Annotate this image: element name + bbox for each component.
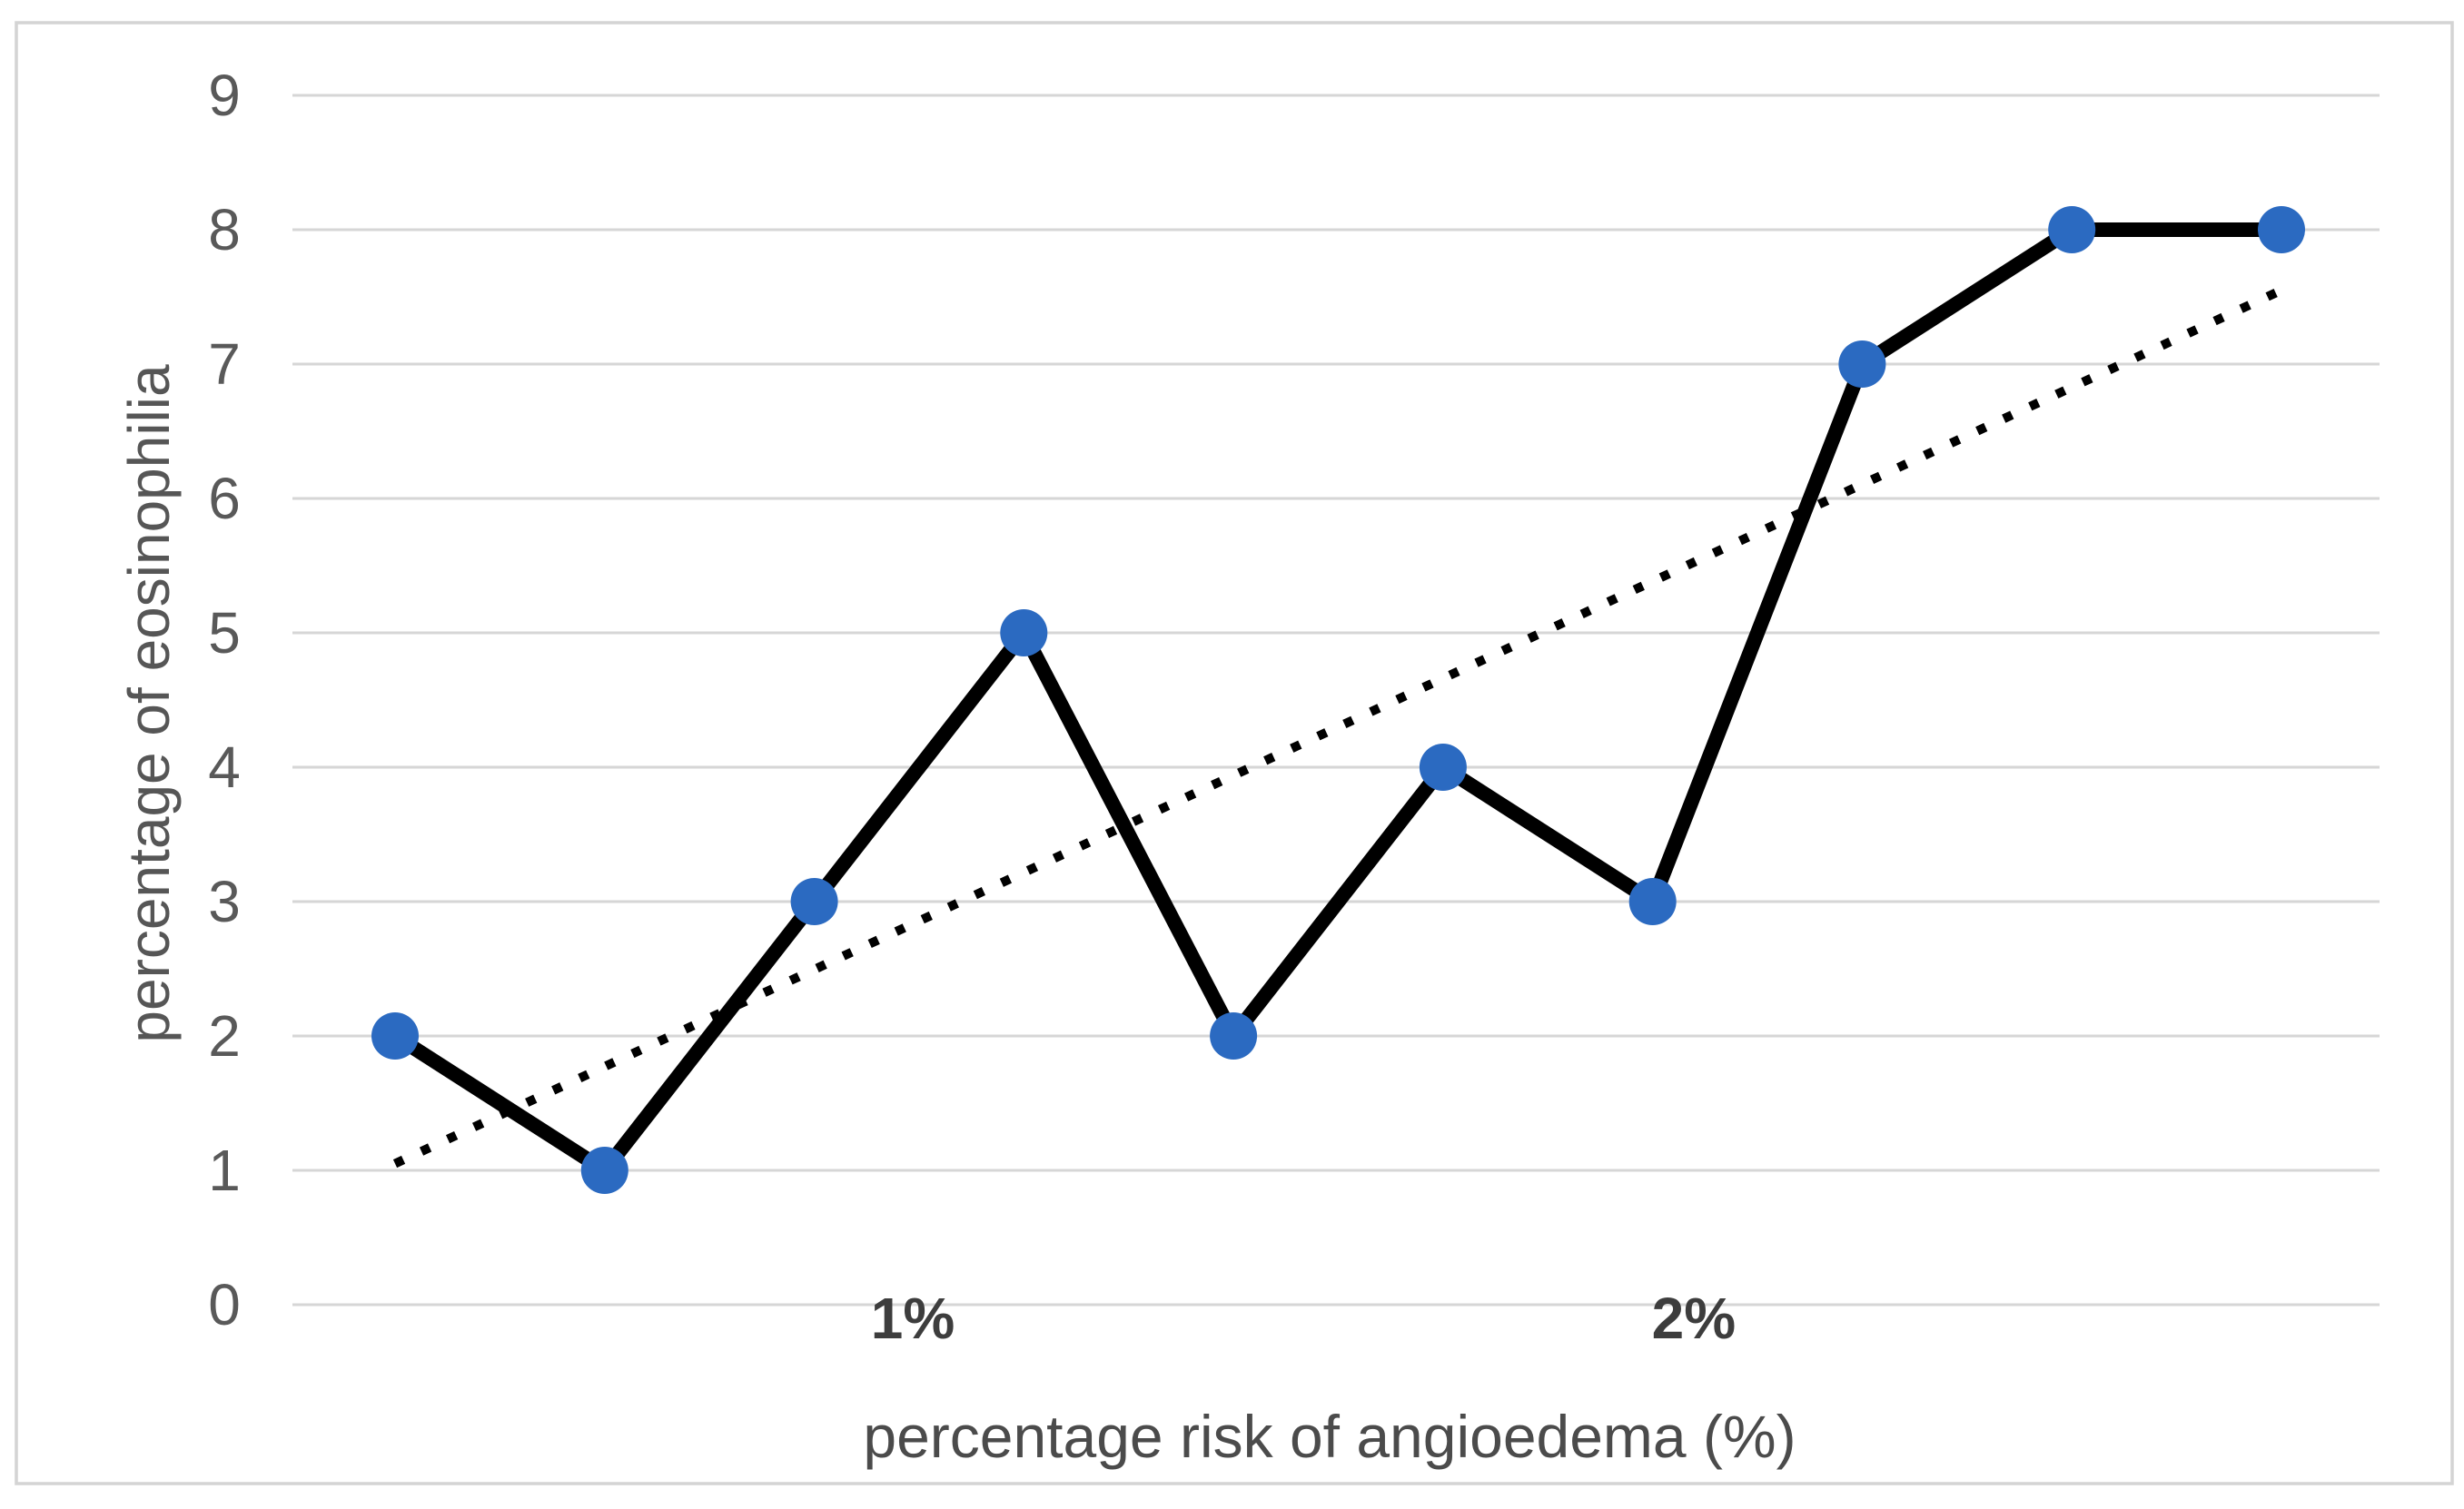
- data-point-marker-7: [1628, 878, 1677, 925]
- y-tick-label-7: 7: [208, 331, 241, 397]
- data-point-markers: [371, 206, 2305, 1194]
- data-point-marker-9: [2048, 206, 2096, 253]
- series-line: [388, 222, 2289, 1178]
- x-axis-title: percentage risk of angioedema (%): [863, 1403, 1796, 1470]
- data-point-marker-4: [1000, 609, 1048, 656]
- data-point-marker-6: [1419, 744, 1467, 791]
- y-tick-label-6: 6: [208, 466, 241, 531]
- x-tick-label-2%: 2%: [1652, 1286, 1737, 1351]
- y-tick-label-8: 8: [208, 197, 241, 262]
- y-tick-label-1: 1: [208, 1138, 241, 1203]
- data-point-marker-2: [580, 1147, 628, 1194]
- x-axis-tick-labels: 1% 2%: [871, 1286, 1736, 1351]
- data-point-marker-10: [2258, 206, 2305, 253]
- gridlines: [292, 94, 2380, 1307]
- y-tick-label-0: 0: [208, 1272, 241, 1337]
- x-tick-label-1%: 1%: [871, 1286, 955, 1351]
- data-point-marker-3: [790, 878, 838, 925]
- y-axis-tick-labels: 0 1 2 3 4 5 6 7 8 9: [208, 63, 241, 1337]
- y-tick-label-2: 2: [208, 1003, 241, 1069]
- data-point-marker-5: [1210, 1012, 1258, 1060]
- y-tick-label-3: 3: [208, 869, 241, 934]
- figure-border: [15, 21, 2454, 1485]
- y-tick-label-5: 5: [208, 600, 241, 666]
- data-point-marker-1: [371, 1012, 419, 1060]
- y-tick-label-9: 9: [208, 63, 241, 128]
- data-point-marker-8: [1838, 340, 1886, 388]
- y-axis-title: percentage of eosinophilia: [116, 364, 182, 1043]
- y-tick-label-4: 4: [208, 735, 241, 800]
